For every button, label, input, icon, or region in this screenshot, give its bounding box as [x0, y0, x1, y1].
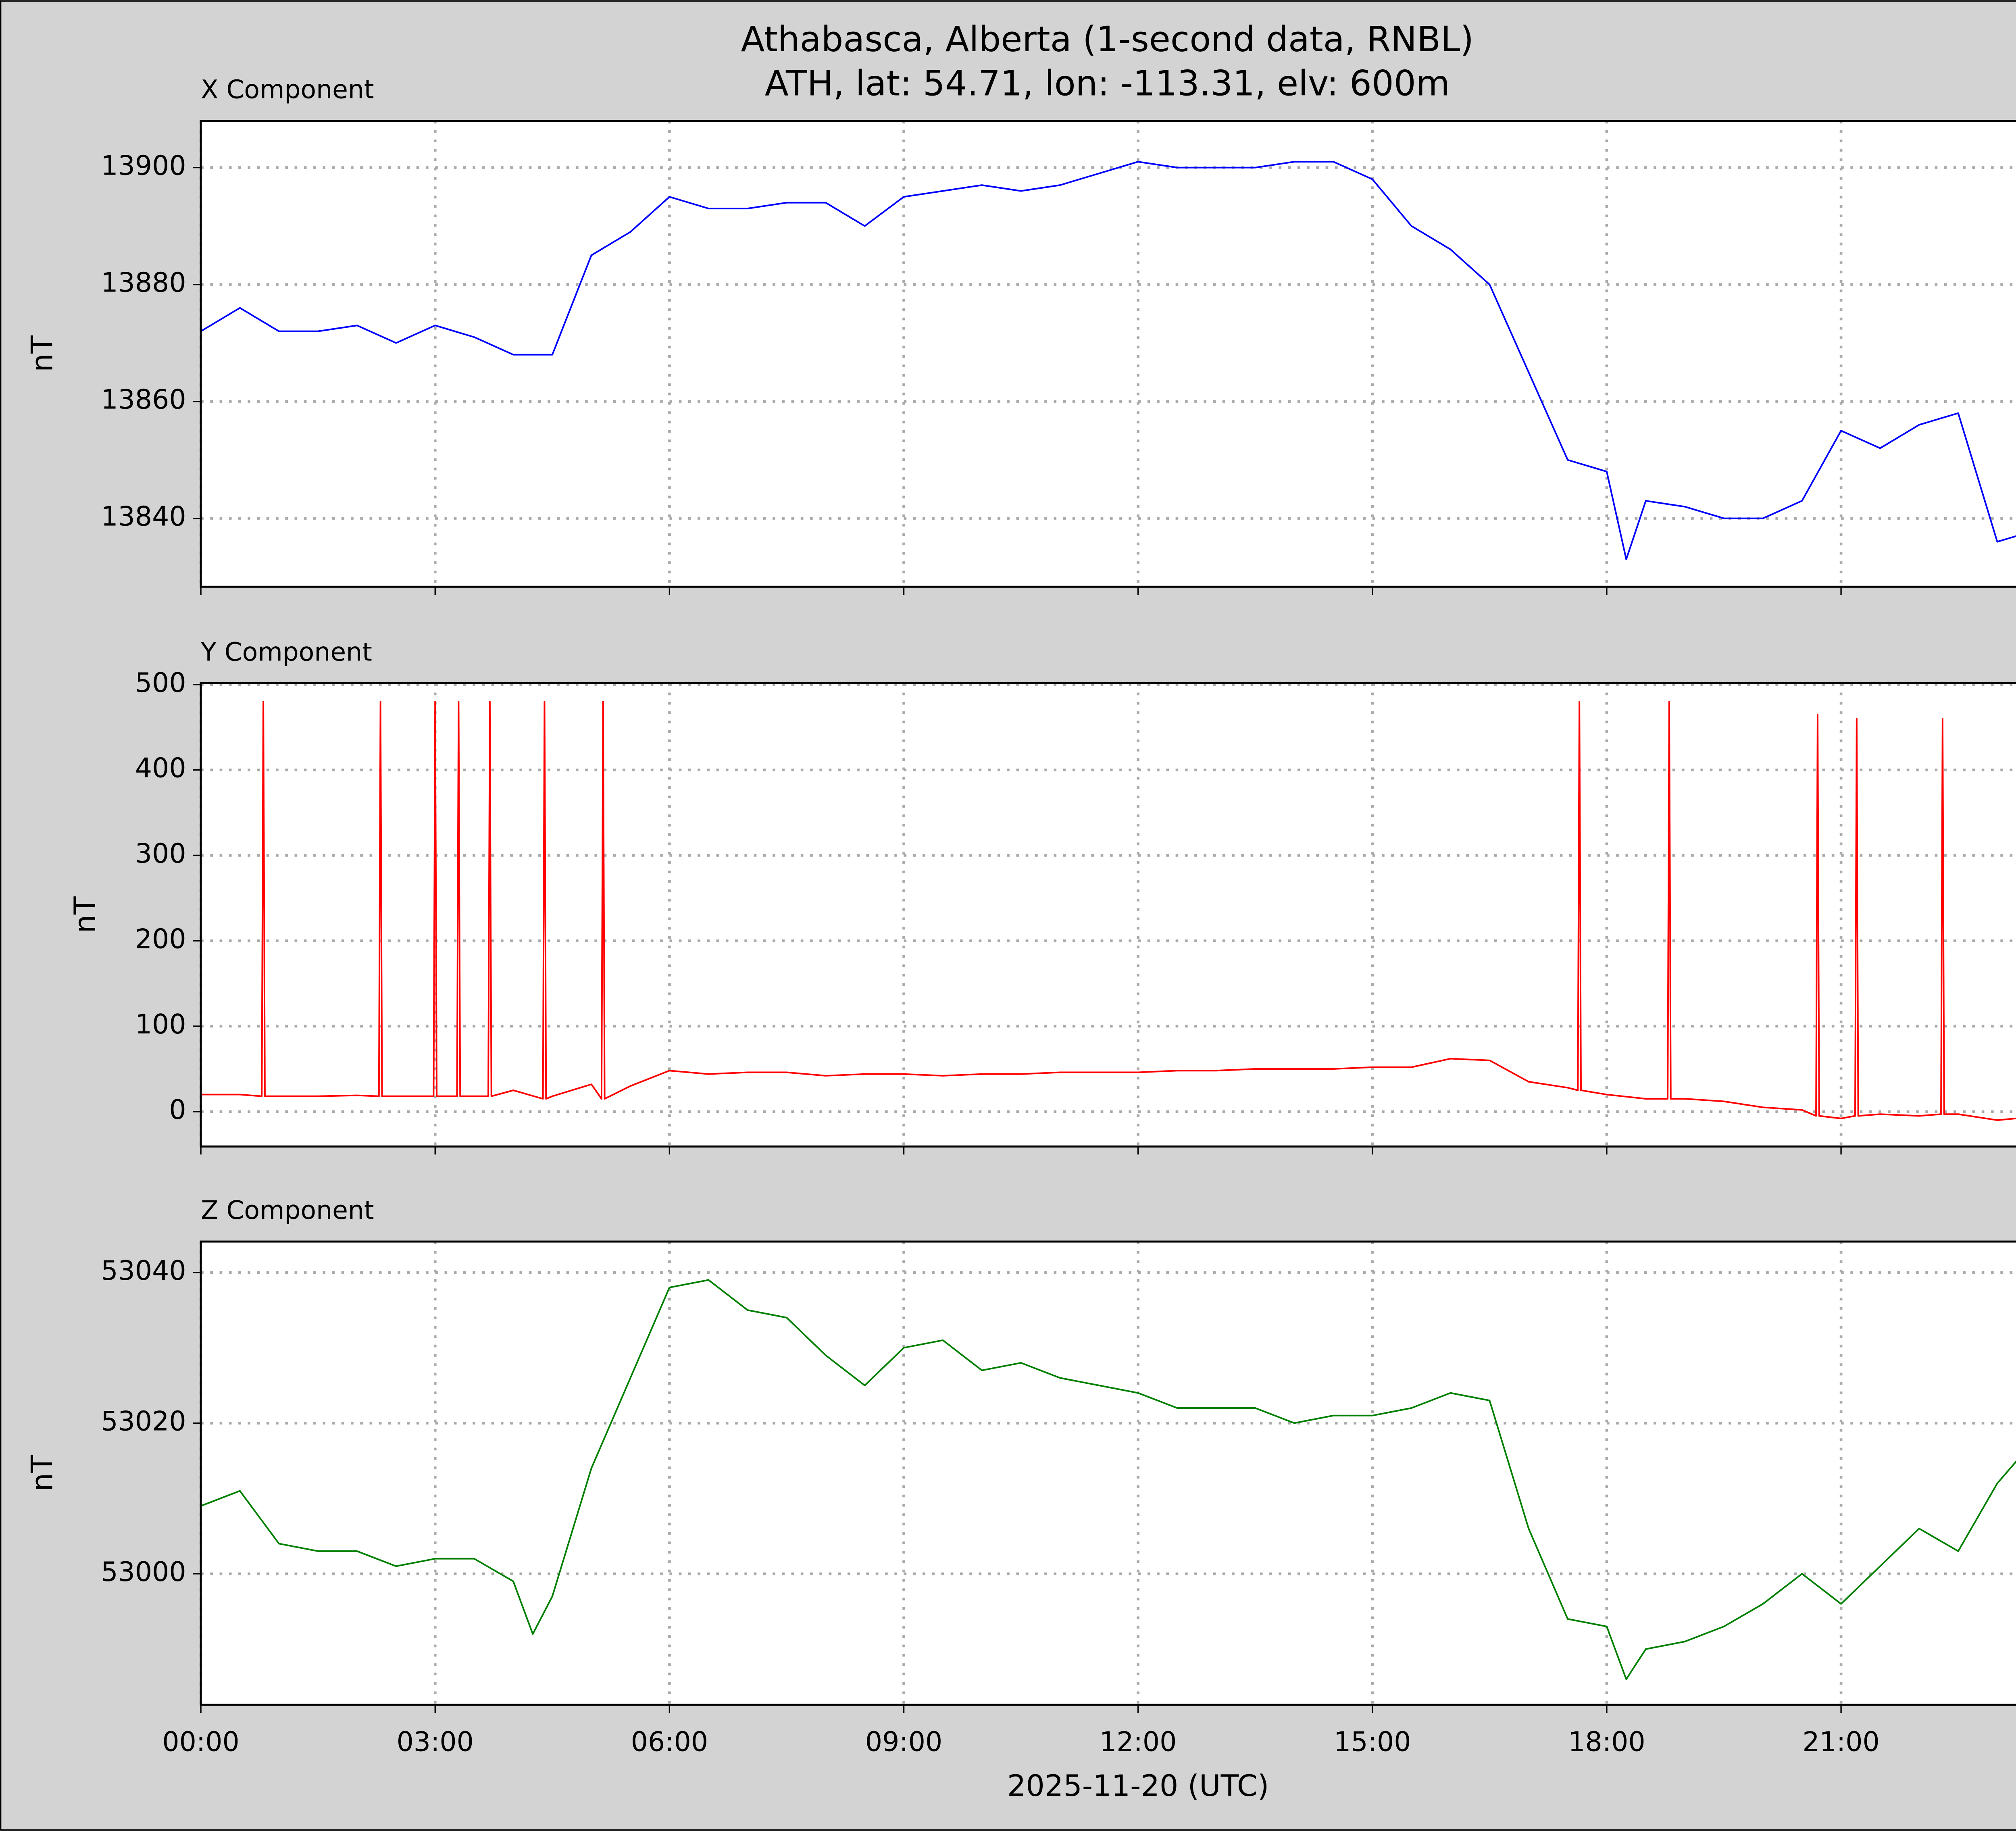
data-line — [201, 701, 2016, 1121]
panel-title: Z Component — [201, 1195, 374, 1225]
y-axis-label: nT — [25, 1455, 60, 1491]
x-tick-label: 21:00 — [1802, 1726, 1879, 1757]
y-tick-label: 13880 — [101, 267, 186, 298]
x-tick-label: 18:00 — [1568, 1726, 1645, 1757]
x-tick-label: 12:00 — [1100, 1726, 1177, 1757]
y-tick-label: 53040 — [101, 1255, 186, 1286]
panel-title: X Component — [201, 75, 374, 104]
y-tick-label: 53000 — [101, 1556, 186, 1587]
y-tick-label: 500 — [135, 667, 186, 698]
x-tick-label: 09:00 — [865, 1726, 942, 1757]
axes-frame — [200, 120, 2016, 588]
x-axis-label: 2025-11-20 (UTC) — [1007, 1769, 1269, 1803]
plot-area — [201, 683, 2016, 1147]
y-tick-label: 400 — [135, 752, 186, 784]
y-tick-label: 53020 — [101, 1405, 186, 1437]
y-tick-label: 13840 — [101, 501, 186, 532]
y-tick-label: 0 — [169, 1094, 186, 1125]
y-tick-label: 300 — [135, 837, 186, 869]
y-tick-label: 200 — [135, 923, 186, 954]
chart-title: Athabasca, Alberta (1-second data, RNBL) — [741, 19, 1474, 60]
chart-subtitle: ATH, lat: 54.71, lon: -113.31, elv: 600m — [765, 64, 1450, 104]
y-tick-label: 13860 — [101, 384, 186, 415]
y-axis-label: nT — [25, 335, 60, 372]
data-line — [200, 1279, 2016, 1680]
x-tick-label: 15:00 — [1334, 1726, 1411, 1757]
plot-area — [201, 121, 2016, 587]
x-tick-label: 00:00 — [162, 1726, 239, 1757]
y-tick-label: 13900 — [101, 150, 186, 181]
x-tick-label: 06:00 — [631, 1726, 708, 1757]
plot-area — [201, 1241, 2016, 1705]
axes-frame — [200, 682, 2016, 1148]
data-line — [200, 161, 2016, 560]
y-tick-label: 100 — [135, 1008, 186, 1040]
axes-frame — [200, 1240, 2016, 1706]
panel-title: Y Component — [200, 637, 372, 667]
x-tick-label: 03:00 — [397, 1726, 474, 1757]
y-axis-label: nT — [68, 896, 102, 933]
